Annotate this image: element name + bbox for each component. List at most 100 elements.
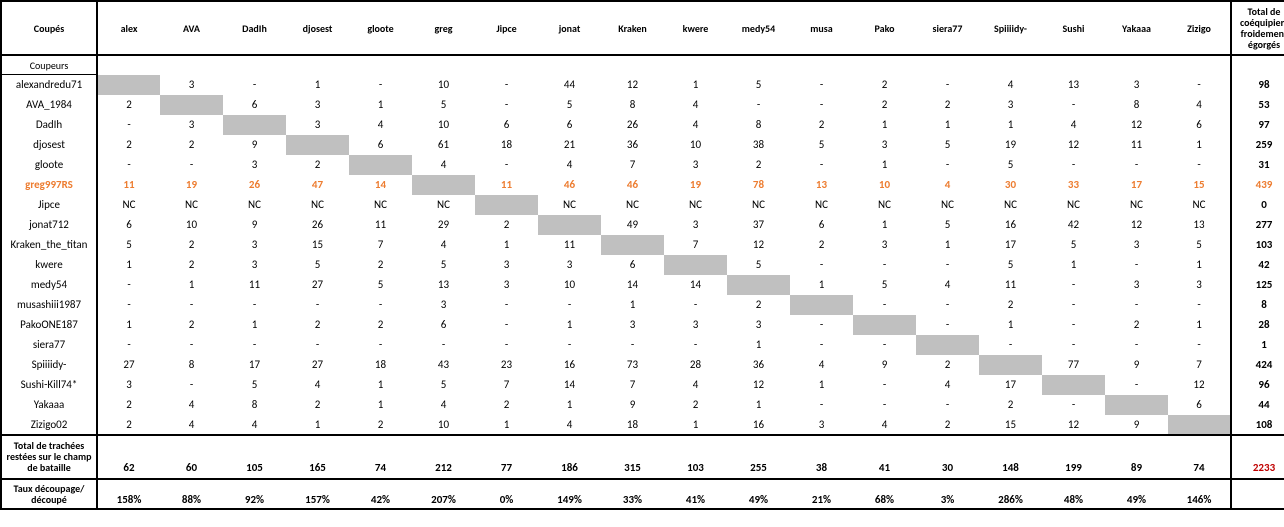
cell: 1 <box>916 235 979 255</box>
cell: 28 <box>664 355 727 375</box>
cell: 17 <box>1105 175 1168 195</box>
cell: 13 <box>412 275 475 295</box>
rate-cell: 49% <box>727 479 790 509</box>
cell: 11 <box>223 275 286 295</box>
cell: 17 <box>979 235 1042 255</box>
cell: 12 <box>727 235 790 255</box>
cell: 10 <box>412 75 475 95</box>
row-label: kwere <box>1 255 97 275</box>
cell: 4 <box>853 415 916 435</box>
cell: 18 <box>475 135 538 155</box>
cell: 2 <box>853 95 916 115</box>
col-total: 62 <box>97 435 160 479</box>
cell <box>979 355 1042 375</box>
corner-header: Coupés <box>1 1 97 55</box>
col-total: 186 <box>538 435 601 479</box>
cell: 5 <box>412 95 475 115</box>
row-total: 96 <box>1231 375 1284 395</box>
cell: 19 <box>664 175 727 195</box>
cell: 2 <box>979 395 1042 415</box>
cell: - <box>475 335 538 355</box>
cell: 1 <box>223 315 286 335</box>
cell: NC <box>412 195 475 215</box>
col-header: Yakaaa <box>1105 1 1168 55</box>
cell: - <box>349 295 412 315</box>
cell: 2 <box>790 235 853 255</box>
rate-cell: 157% <box>286 479 349 509</box>
cell: - <box>97 335 160 355</box>
cell: 2 <box>286 315 349 335</box>
cell: 2 <box>1105 315 1168 335</box>
cell: 12 <box>1042 415 1105 435</box>
cell: 18 <box>349 355 412 375</box>
cell: 3 <box>223 255 286 275</box>
cell: - <box>1168 155 1231 175</box>
cell: - <box>853 375 916 395</box>
cell: - <box>664 295 727 315</box>
cell: 3 <box>1105 75 1168 95</box>
row-label: greg997RS <box>1 175 97 195</box>
cell: - <box>790 335 853 355</box>
cell: 4 <box>664 375 727 395</box>
cell: NC <box>223 195 286 215</box>
cell: 11 <box>475 175 538 195</box>
cell: 3 <box>790 415 853 435</box>
rate-cell: 207% <box>412 479 475 509</box>
cell <box>601 235 664 255</box>
cell: 36 <box>601 135 664 155</box>
cell: 1 <box>916 115 979 135</box>
row-total: 97 <box>1231 115 1284 135</box>
cell: 12 <box>1105 215 1168 235</box>
rate-cell: 146% <box>1168 479 1231 509</box>
cell: 2 <box>160 235 223 255</box>
cell: - <box>916 395 979 415</box>
cell: - <box>790 315 853 335</box>
cell: 3 <box>223 155 286 175</box>
row-total: 0 <box>1231 195 1284 215</box>
cell: - <box>538 335 601 355</box>
cell: 6 <box>223 95 286 115</box>
cell: 1 <box>1168 255 1231 275</box>
col-header: AVA <box>160 1 223 55</box>
cell: 2 <box>349 415 412 435</box>
row-total: 42 <box>1231 255 1284 275</box>
cell: - <box>286 295 349 315</box>
cell: 2 <box>853 75 916 95</box>
cell: 44 <box>538 75 601 95</box>
cell: NC <box>979 195 1042 215</box>
cell: 1 <box>1168 135 1231 155</box>
cell: 3 <box>475 275 538 295</box>
row-total: 1 <box>1231 335 1284 355</box>
cell: 6 <box>349 135 412 155</box>
cell: 1 <box>727 395 790 415</box>
cell: - <box>1168 335 1231 355</box>
cell: - <box>1042 155 1105 175</box>
cell: NC <box>727 195 790 215</box>
cell <box>475 195 538 215</box>
rate-cell: 48% <box>1042 479 1105 509</box>
cell: 3 <box>1105 235 1168 255</box>
cell: 5 <box>412 255 475 275</box>
col-total: 30 <box>916 435 979 479</box>
cell: 5 <box>286 255 349 275</box>
cell: 2 <box>475 395 538 415</box>
cell: 4 <box>412 155 475 175</box>
cell: 9 <box>1105 355 1168 375</box>
cell: 14 <box>349 175 412 195</box>
cell: 2 <box>916 415 979 435</box>
cell: 2 <box>790 115 853 135</box>
cell: - <box>916 255 979 275</box>
cell <box>1168 415 1231 435</box>
cell: 1 <box>790 375 853 395</box>
cell: 1 <box>97 315 160 335</box>
cell: 9 <box>601 395 664 415</box>
cell: 13 <box>790 175 853 195</box>
cell: 3 <box>664 315 727 335</box>
cell: 43 <box>412 355 475 375</box>
col-header: djosest <box>286 1 349 55</box>
cell: 2 <box>349 315 412 335</box>
cell: 4 <box>916 275 979 295</box>
col-total: 105 <box>223 435 286 479</box>
cell: - <box>790 95 853 115</box>
col-total: 74 <box>349 435 412 479</box>
